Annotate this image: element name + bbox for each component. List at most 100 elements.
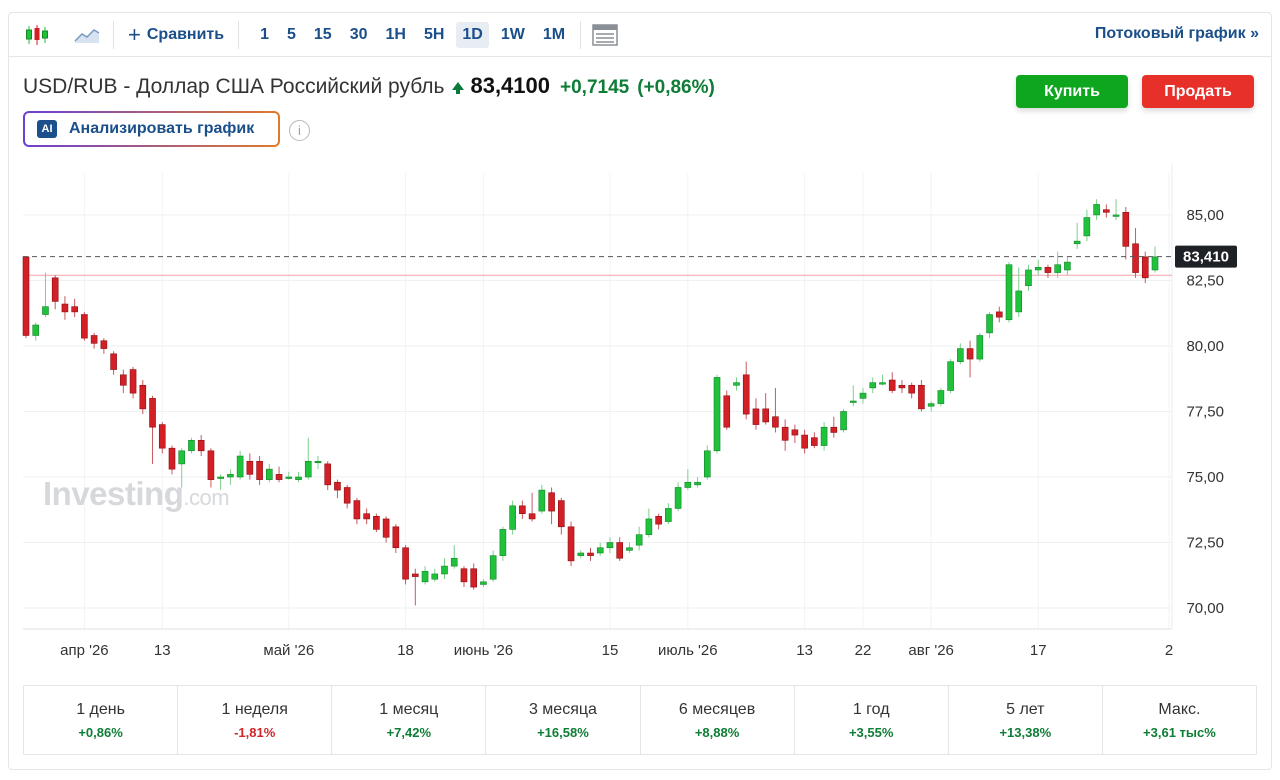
candle-body [324, 463, 332, 486]
candle-body [781, 426, 789, 441]
period-label: 6 месяцев [678, 700, 756, 718]
candle-body [733, 382, 740, 386]
period-cell[interactable]: 5 лет +13,38% [949, 686, 1103, 754]
timeframe-button-1[interactable]: 1 [260, 25, 269, 43]
candle-body [1015, 290, 1023, 313]
candle-body [1034, 267, 1042, 271]
instrument-name: USD/RUB - Доллар США Российский рубль [23, 75, 445, 98]
candle-body [840, 411, 847, 431]
period-cell[interactable]: 1 день +0,86% [24, 686, 179, 754]
candle-body [606, 542, 614, 549]
candle-body [285, 476, 293, 479]
up-arrow-icon [452, 82, 465, 94]
candle-body [460, 568, 468, 583]
period-cell[interactable]: Макс. +3,61 тыс% [1103, 686, 1256, 754]
candle-body [246, 460, 254, 475]
candle-body [402, 547, 409, 580]
x-tick-label: 13 [796, 642, 813, 659]
last-price-tag [1175, 245, 1237, 268]
candle-body [791, 429, 799, 436]
timeframe-button-5h[interactable]: 5H [423, 25, 445, 43]
candle-body [129, 369, 137, 394]
candle-body [655, 516, 662, 525]
candle-body [158, 424, 166, 449]
candle-body [441, 565, 448, 575]
price-chart[interactable]: 85,00 82,50 80,00 77,50 75,00 72,50 70,00 апр '… [9, 13, 1271, 673]
candle-body [820, 426, 828, 446]
buy-button[interactable]: Купить [1016, 75, 1128, 108]
candle-body [908, 384, 915, 394]
timeframe-button-1h[interactable]: 1H [385, 25, 406, 43]
candle-body [1093, 204, 1100, 216]
candle-body [509, 505, 516, 530]
candle-body [227, 474, 234, 478]
candle-body [674, 487, 682, 509]
info-icon[interactable]: i [289, 120, 310, 141]
instrument-header: USD/RUB - Доллар США Российский рубль 83… [23, 73, 715, 99]
period-change: +0,86% [78, 724, 123, 740]
candle-body [295, 476, 302, 480]
candle-body [752, 408, 760, 425]
y-tick-label: 82,50 [1186, 272, 1224, 289]
x-tick-label: 18 [397, 642, 414, 659]
candle-body [1103, 209, 1110, 213]
candle-body [888, 379, 896, 391]
candle-body [42, 306, 49, 315]
period-cell[interactable]: 3 месяца +16,58% [486, 686, 641, 754]
x-tick-label: 17 [1030, 642, 1047, 659]
candle-body [898, 384, 906, 389]
timeframe-button-1m[interactable]: 1M [542, 25, 566, 43]
period-cell[interactable]: 6 месяцев +8,88% [641, 686, 795, 754]
candle-body [947, 361, 954, 391]
timeframe-button-1d[interactable]: 1D [456, 21, 489, 48]
candle-body [713, 377, 721, 452]
candle-body [120, 374, 127, 386]
period-cell[interactable]: 1 год +3,55% [795, 686, 949, 754]
timeframe-button-15[interactable]: 15 [313, 25, 332, 43]
candle-body [626, 547, 633, 551]
candle-body [421, 571, 429, 583]
compare-button[interactable]: + Сравнить [120, 23, 232, 46]
candle-body [548, 492, 555, 512]
candle-body [100, 340, 108, 349]
timeframe-button-5[interactable]: 5 [287, 25, 296, 43]
period-cell[interactable]: 1 неделя -1,81% [178, 686, 333, 754]
timeframe-button-30[interactable]: 30 [349, 25, 368, 43]
period-change: +13,38% [999, 724, 1052, 740]
x-tick-label: июнь '26 [454, 642, 513, 659]
area-chart-icon[interactable] [69, 20, 105, 50]
period-cell[interactable]: 1 месяц +7,42% [332, 686, 487, 754]
candlestick-chart-icon[interactable] [19, 20, 55, 50]
chart-toolbar: + Сравнить 1 5 15 30 1H 5H 1D 1W 1M Потоковый гр… [9, 13, 1271, 57]
candle-body [256, 460, 263, 480]
candle-body [772, 416, 779, 428]
candle-body [1044, 267, 1052, 273]
candle-body [499, 529, 507, 556]
candle-body [412, 573, 419, 577]
sell-button[interactable]: Продать [1142, 75, 1254, 108]
candle-body [207, 450, 215, 480]
candle-body [859, 392, 867, 399]
candle-body [811, 437, 818, 446]
candle-body [392, 526, 400, 549]
streaming-chart-link[interactable]: Потоковый график » [1094, 25, 1259, 42]
candle-body [596, 547, 604, 554]
candle-body [1141, 256, 1149, 279]
candle-body [81, 314, 88, 339]
candle-body [587, 552, 594, 556]
candle-body [616, 542, 623, 559]
analyze-chart-button[interactable]: AI Анализировать график [23, 111, 280, 147]
data-table-icon[interactable] [587, 20, 623, 50]
candle-body [304, 460, 312, 478]
candle-body [918, 384, 925, 410]
y-tick-label: 80,00 [1186, 338, 1224, 355]
timeframe-button-1w[interactable]: 1W [500, 25, 525, 43]
candle-body [343, 487, 351, 504]
period-label: 1 год [852, 700, 890, 718]
y-tick-label: 72,50 [1186, 535, 1224, 552]
candle-body [723, 395, 731, 428]
candle-body [879, 382, 886, 385]
candle-body [830, 426, 838, 433]
candle-body [197, 440, 205, 452]
candle-body [178, 450, 186, 465]
